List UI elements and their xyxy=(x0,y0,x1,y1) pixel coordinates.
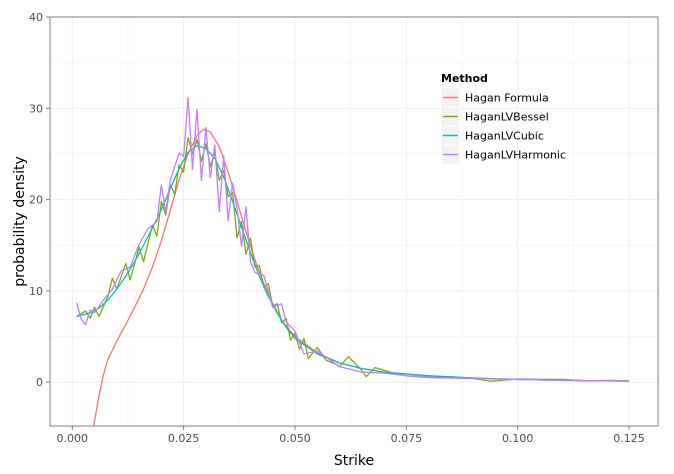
grid xyxy=(50,16,658,426)
legend-label: Hagan Formula xyxy=(465,92,549,105)
y-tick-label: 0 xyxy=(36,376,43,389)
x-tick-label: 0.050 xyxy=(279,432,311,445)
series-line-4 xyxy=(76,96,630,382)
legend: Method Hagan Formula HaganLVBessel HaganLVC… xyxy=(440,72,566,165)
y-tick-label: 40 xyxy=(29,11,43,24)
series-line-3 xyxy=(76,145,630,382)
legend-title: Method xyxy=(441,72,488,85)
legend-label: HaganLVHarmonic xyxy=(465,149,566,162)
y-tick-label: 10 xyxy=(29,285,43,298)
plot-panel-background xyxy=(50,17,658,426)
y-axis-title: probability density xyxy=(12,156,28,286)
x-axis-title: Strike xyxy=(334,453,374,469)
plot-lines xyxy=(76,96,630,426)
y-axis: 0 10 20 30 40 xyxy=(29,11,50,389)
x-tick-label: 0.000 xyxy=(57,432,89,445)
x-tick-label: 0.100 xyxy=(502,432,534,445)
x-tick-label: 0.025 xyxy=(168,432,200,445)
legend-label: HaganLVCubic xyxy=(465,130,544,143)
x-tick-label: 0.125 xyxy=(613,432,645,445)
y-tick-label: 30 xyxy=(29,102,43,115)
x-tick-label: 0.075 xyxy=(391,432,423,445)
legend-label: HaganLVBessel xyxy=(465,111,549,124)
plot-panel-border xyxy=(49,16,659,427)
y-tick-label: 20 xyxy=(29,194,43,207)
x-axis: 0.000 0.025 0.050 0.075 0.100 0.125 xyxy=(57,426,645,445)
